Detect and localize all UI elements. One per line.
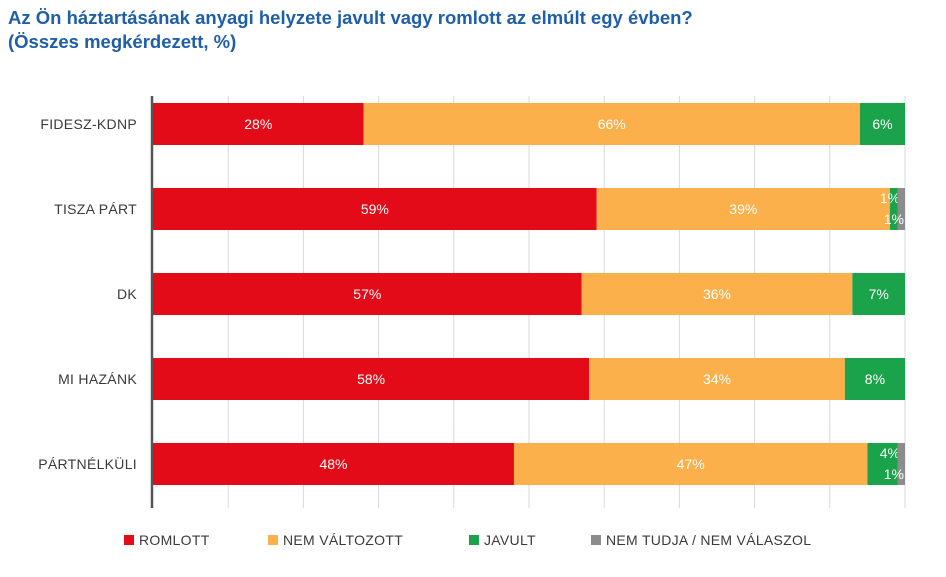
data-label: 57% bbox=[353, 286, 381, 302]
data-label: 39% bbox=[729, 201, 757, 217]
data-label: 48% bbox=[319, 456, 347, 472]
data-label: 34% bbox=[703, 371, 731, 387]
data-label: 66% bbox=[598, 116, 626, 132]
legend-swatch bbox=[469, 535, 479, 545]
data-label: 8% bbox=[865, 371, 885, 387]
bar-segment bbox=[153, 103, 364, 145]
data-label: 1% bbox=[884, 211, 904, 227]
legend-label: ROMLOTT bbox=[139, 532, 210, 548]
category-label: FIDESZ-KDNP bbox=[40, 116, 137, 132]
bar-segment bbox=[153, 273, 582, 315]
bar-segment bbox=[867, 443, 898, 485]
bar-segment bbox=[844, 358, 905, 400]
legend-item: NEM VÁLTOZOTT bbox=[268, 532, 403, 548]
legend-item: ROMLOTT bbox=[124, 532, 210, 548]
category-label: TISZA PÁRT bbox=[54, 201, 137, 217]
legend-label: JAVULT bbox=[484, 532, 536, 548]
bar-segment bbox=[153, 188, 597, 230]
data-label: 1% bbox=[884, 466, 904, 482]
bar-segment bbox=[581, 273, 853, 315]
bar-segment bbox=[153, 358, 590, 400]
bar-segment bbox=[513, 443, 868, 485]
legend-label: NEM TUDJA / NEM VÁLASZOL bbox=[606, 532, 812, 548]
legend-swatch bbox=[591, 535, 601, 545]
bar-segment bbox=[889, 188, 898, 230]
category-label: DK bbox=[117, 286, 137, 302]
bar-segment bbox=[852, 273, 905, 315]
bar-segment bbox=[153, 443, 514, 485]
data-label: 36% bbox=[703, 286, 731, 302]
chart-title: Az Ön háztartásának anyagi helyzete javu… bbox=[8, 6, 693, 54]
bar-segment bbox=[363, 103, 860, 145]
chart-title-line1: Az Ön háztartásának anyagi helyzete javu… bbox=[8, 7, 693, 28]
data-label: 47% bbox=[677, 456, 705, 472]
bar-segment bbox=[596, 188, 890, 230]
data-label: 6% bbox=[872, 116, 892, 132]
data-label: 4% bbox=[880, 445, 900, 461]
chart-legend: ROMLOTT NEM VÁLTOZOTT JAVULT NEM TUDJA / NE… bbox=[0, 532, 946, 556]
data-label: 7% bbox=[869, 286, 889, 302]
data-label: 1% bbox=[880, 190, 900, 206]
legend-swatch bbox=[124, 535, 134, 545]
data-label: 28% bbox=[244, 116, 272, 132]
chart-subtitle: (Összes megkérdezett, %) bbox=[8, 31, 237, 52]
bar-segment bbox=[897, 188, 905, 230]
bar-segment bbox=[589, 358, 845, 400]
data-label: 59% bbox=[361, 201, 389, 217]
bar-segment bbox=[897, 443, 905, 485]
category-label: PÁRTNÉLKÜLI bbox=[38, 455, 137, 472]
data-label: 58% bbox=[357, 371, 385, 387]
legend-item: JAVULT bbox=[469, 532, 536, 548]
legend-swatch bbox=[268, 535, 278, 545]
category-label: MI HAZÁNK bbox=[58, 371, 137, 387]
legend-label: NEM VÁLTOZOTT bbox=[283, 532, 404, 548]
bar-segment bbox=[859, 103, 905, 145]
legend-item: NEM TUDJA / NEM VÁLASZOL bbox=[591, 532, 811, 548]
